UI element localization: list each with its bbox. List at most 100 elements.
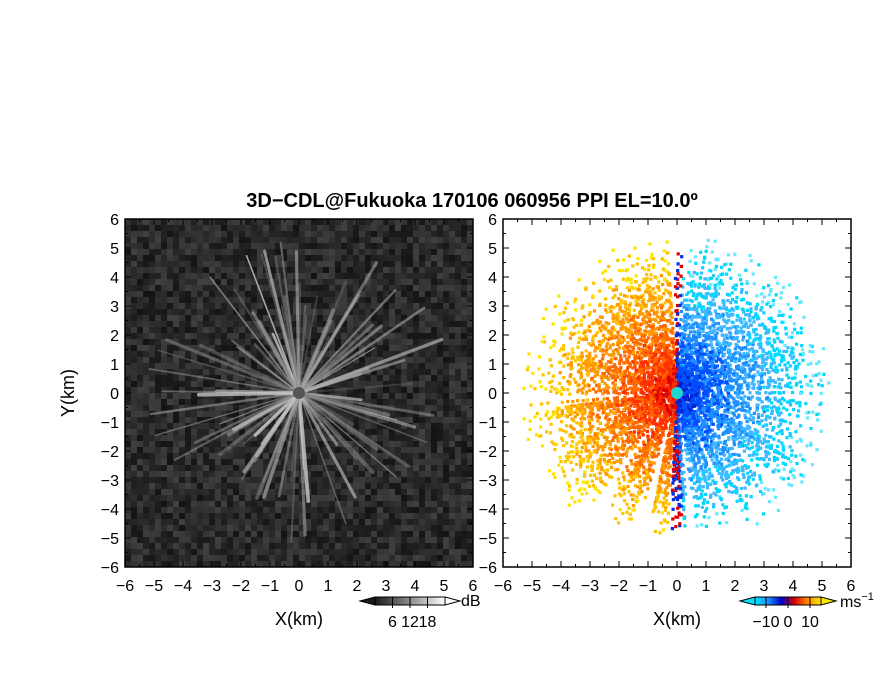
noise-cell [143, 543, 149, 549]
noise-cell [455, 303, 461, 309]
noise-cell [269, 507, 275, 513]
noise-cell [191, 285, 197, 291]
noise-cell [341, 459, 347, 465]
velocity-gate [724, 404, 728, 408]
noise-cell [125, 321, 131, 327]
noise-cell [461, 231, 467, 237]
noise-cell [413, 381, 419, 387]
velocity-gate [675, 324, 679, 328]
noise-cell [311, 513, 317, 519]
noise-cell [269, 375, 275, 381]
noise-cell [227, 453, 233, 459]
noise-cell [371, 273, 377, 279]
noise-cell [167, 297, 173, 303]
noise-cell [245, 231, 251, 237]
noise-cell [341, 381, 347, 387]
noise-cell [215, 243, 221, 249]
echo-beam [245, 254, 300, 394]
noise-cell [299, 303, 305, 309]
noise-cell [233, 249, 239, 255]
noise-cell [215, 279, 221, 285]
noise-cell [221, 309, 227, 315]
noise-cell [299, 501, 305, 507]
noise-cell [413, 483, 419, 489]
noise-cell [449, 321, 455, 327]
noise-cell [425, 561, 431, 567]
noise-cell [443, 225, 449, 231]
noise-cell [461, 471, 467, 477]
noise-cell [227, 249, 233, 255]
noise-cell [383, 429, 389, 435]
noise-cell [203, 237, 209, 243]
noise-cell [359, 543, 365, 549]
velocity-gate [669, 301, 673, 306]
noise-cell [419, 477, 425, 483]
noise-cell [233, 453, 239, 459]
noise-cell [371, 543, 377, 549]
noise-cell [407, 219, 413, 225]
noise-cell [431, 441, 437, 447]
noise-cell [341, 555, 347, 561]
velocity-gate [567, 484, 571, 488]
noise-cell [149, 351, 155, 357]
noise-cell [173, 459, 179, 465]
x-tick-label: 4 [411, 578, 420, 595]
noise-cell [359, 327, 365, 333]
noise-cell [311, 525, 317, 531]
noise-cell [191, 525, 197, 531]
noise-cell [221, 261, 227, 267]
noise-cell [233, 549, 239, 555]
noise-cell [173, 507, 179, 513]
noise-cell [419, 327, 425, 333]
noise-cell [131, 321, 137, 327]
noise-cell [197, 399, 203, 405]
noise-cell [455, 363, 461, 369]
noise-cell [173, 519, 179, 525]
noise-cell [461, 483, 467, 489]
noise-cell [257, 255, 263, 261]
noise-cell [233, 225, 239, 231]
noise-cell [437, 279, 443, 285]
noise-cell [419, 555, 425, 561]
noise-cell [143, 255, 149, 261]
noise-cell [263, 315, 269, 321]
noise-cell [131, 273, 137, 279]
noise-cell [425, 435, 431, 441]
noise-cell [419, 489, 425, 495]
noise-cell [167, 369, 173, 375]
noise-cell [455, 411, 461, 417]
noise-cell [311, 267, 317, 273]
noise-cell [377, 327, 383, 333]
noise-cell [263, 231, 269, 237]
noise-cell [245, 309, 251, 315]
noise-cell [257, 435, 263, 441]
noise-cell [407, 321, 413, 327]
noise-cell [233, 237, 239, 243]
noise-cell [275, 279, 281, 285]
noise-cell [401, 393, 407, 399]
noise-cell [317, 501, 323, 507]
noise-cell [203, 507, 209, 513]
noise-cell [425, 291, 431, 297]
noise-cell [197, 267, 203, 273]
noise-cell [269, 255, 275, 261]
noise-cell [155, 501, 161, 507]
noise-cell [161, 297, 167, 303]
velocity-gate [629, 335, 634, 339]
noise-cell [281, 393, 287, 399]
noise-cell [227, 261, 233, 267]
noise-cell [407, 561, 413, 567]
noise-cell [227, 459, 233, 465]
noise-cell [239, 243, 245, 249]
noise-cell [449, 417, 455, 423]
noise-cell [467, 465, 473, 471]
noise-cell [329, 465, 335, 471]
noise-cell [305, 453, 311, 459]
noise-cell [155, 381, 161, 387]
noise-cell [275, 219, 281, 225]
noise-cell [167, 459, 173, 465]
velocity-gate [575, 477, 579, 481]
noise-cell [197, 345, 203, 351]
velocity-gate [704, 286, 708, 290]
noise-cell [293, 321, 299, 327]
